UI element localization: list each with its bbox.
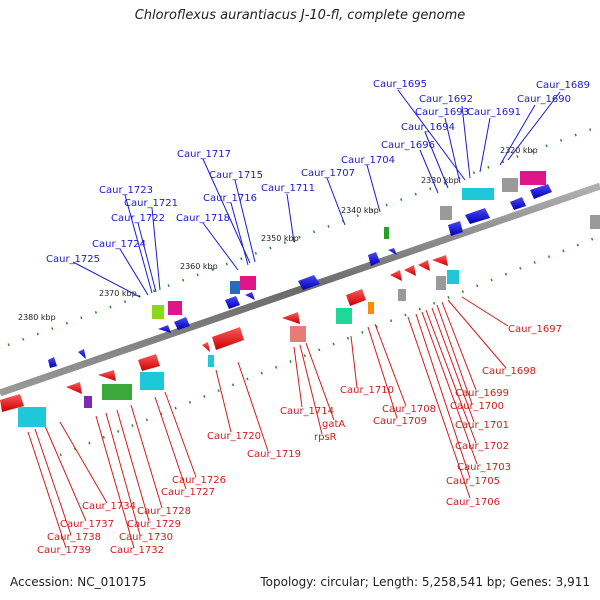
gene-label: Caur_1723	[99, 185, 153, 196]
gene-label: Caur_1721	[124, 198, 178, 209]
gene-label: Caur_1729	[127, 519, 181, 530]
gene-label: Caur_1711	[261, 183, 315, 194]
gene-label: Caur_1706	[446, 497, 500, 508]
scale-label: 2330 kbp	[421, 176, 459, 185]
scale-label: 2350 kbp	[261, 234, 299, 243]
gene-label: gatA	[322, 419, 345, 430]
gene-label: Caur_1708	[382, 404, 436, 415]
gene-label: Caur_1709	[373, 416, 427, 427]
gene-label: Caur_1690	[517, 94, 571, 105]
gene-label: Caur_1696	[381, 140, 435, 151]
gene-label: Caur_1699	[455, 388, 509, 399]
gene-label: Caur_1725	[46, 254, 100, 265]
gene-label: Caur_1734	[82, 501, 136, 512]
scale-label: 2320 kbp	[500, 146, 538, 155]
gene-label: Caur_1722	[111, 213, 165, 224]
gene-label: Caur_1728	[137, 506, 191, 517]
gene-label: Caur_1719	[247, 449, 301, 460]
top-gene-labels: Caur_1689 Caur_1690 Caur_1691 Caur_1692 …	[46, 79, 590, 265]
gene-label: Caur_1737	[60, 519, 114, 530]
genome-backbone	[0, 182, 600, 397]
gene-label: Caur_1732	[110, 545, 164, 556]
gene-label: Caur_1698	[482, 366, 536, 377]
gene-label: Caur_1720	[207, 431, 261, 442]
gene-label: Caur_1693	[415, 107, 469, 118]
gene-label: Caur_1694	[401, 122, 455, 133]
page-title: Chloroflexus aurantiacus J-10-fl, comple…	[134, 8, 466, 23]
gene-label: Caur_1726	[172, 475, 226, 486]
top-strand-colored-genes	[152, 171, 546, 319]
gene-label: Caur_1697	[508, 324, 562, 335]
gene-label: Caur_1689	[536, 80, 590, 91]
gene-label: Caur_1701	[455, 420, 509, 431]
scale-labels: 2320 kbp 2330 kbp 2340 kbp 2350 kbp 2360…	[18, 146, 538, 322]
gene-label: Caur_1730	[119, 532, 173, 543]
gene-label: Caur_1700	[450, 401, 504, 412]
gene-label: Caur_1716	[203, 193, 257, 204]
top-strand-genes	[48, 184, 552, 368]
bottom-gene-labels: Caur_1697 Caur_1698 Caur_1699 Caur_1700 …	[37, 324, 562, 556]
gene-label: Caur_1702	[455, 441, 509, 452]
scale-label: 2340 kbp	[341, 206, 379, 215]
gene-label: Caur_1724	[92, 239, 146, 250]
gene-label: Caur_1707	[301, 168, 355, 179]
gene-label: Caur_1705	[446, 476, 500, 487]
gene-label: Caur_1703	[457, 462, 511, 473]
scale-label: 2360 kbp	[180, 262, 218, 271]
gene-label: Caur_1710	[340, 385, 394, 396]
gene-label: Caur_1717	[177, 149, 231, 160]
gene-label: Caur_1727	[161, 487, 215, 498]
scale-label: 2380 kbp	[18, 313, 56, 322]
gene-label: Caur_1714	[280, 406, 334, 417]
gene-label: Caur_1704	[341, 155, 395, 166]
accession-text: Accession: NC_010175	[10, 575, 147, 589]
gene-label: Caur_1715	[209, 170, 263, 181]
gene-label: Caur_1738	[47, 532, 101, 543]
gene-label: Caur_1718	[176, 213, 230, 224]
gene-label: Caur_1695	[373, 79, 427, 90]
top-leader-lines	[72, 89, 561, 298]
bottom-strand-colored-genes	[18, 215, 600, 427]
gene-label: Caur_1739	[37, 545, 91, 556]
bottom-leader-lines	[27, 296, 509, 549]
topology-text: Topology: circular; Length: 5,258,541 bp…	[260, 575, 590, 589]
gene-label: rpsR	[314, 432, 337, 443]
gene-label: Caur_1691	[467, 107, 521, 118]
gene-label: Caur_1692	[419, 94, 473, 105]
upper-track	[7, 124, 600, 347]
scale-label: 2370 kbp	[99, 289, 137, 298]
